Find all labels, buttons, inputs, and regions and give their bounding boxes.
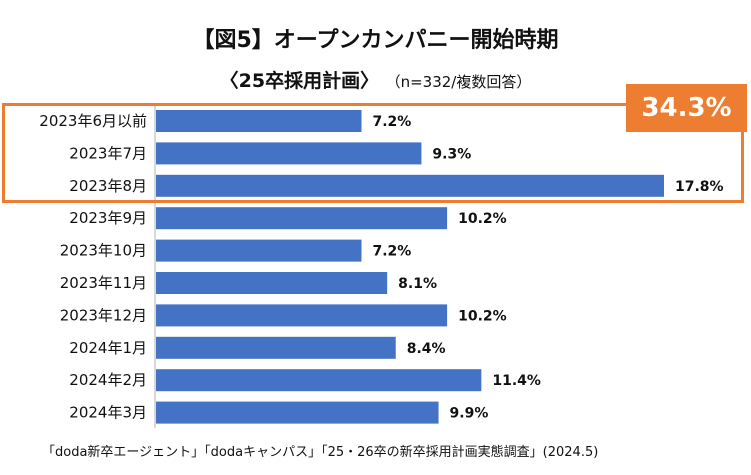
value-label: 7.2% — [372, 114, 411, 130]
value-label: 7.2% — [372, 244, 411, 260]
value-label: 17.8% — [675, 179, 724, 195]
category-label: 2023年11月 — [60, 274, 147, 292]
value-label: 10.2% — [458, 308, 507, 324]
bar — [156, 174, 664, 197]
value-label: 8.1% — [398, 276, 437, 292]
source-note: 「doda新卒エージェント」「dodaキャンパス」「25・26卒の新卒採用計画実… — [42, 445, 599, 460]
subtitle-note: （n=332/複数回答） — [393, 73, 532, 91]
category-label: 2023年6月以前 — [39, 112, 147, 130]
bar — [156, 336, 396, 359]
category-label: 2023年9月 — [69, 209, 147, 227]
subtitle-text: 〈25卒採用計画〉 — [219, 70, 380, 92]
value-label: 8.4% — [407, 341, 446, 357]
bar — [156, 239, 362, 262]
value-label: 9.9% — [450, 406, 489, 422]
bar — [156, 369, 482, 392]
chart-subtitle: 〈25卒採用計画〉 （n=332/複数回答） — [0, 66, 751, 93]
category-label: 2023年8月 — [69, 177, 147, 195]
highlight-badge: 34.3% — [626, 84, 747, 132]
highlight-box — [2, 103, 744, 203]
chart-title: 【図5】オープンカンパニー開始時期 — [192, 28, 559, 53]
value-label: 10.2% — [458, 211, 507, 227]
bar — [156, 272, 388, 294]
category-label: 2023年10月 — [60, 242, 147, 260]
bar — [156, 142, 422, 165]
category-label: 2023年12月 — [60, 306, 147, 324]
bar — [156, 401, 439, 424]
category-label: 2024年1月 — [69, 339, 147, 357]
category-label: 2024年2月 — [69, 371, 147, 389]
bar — [156, 207, 448, 230]
category-label: 2023年7月 — [69, 144, 147, 162]
bar — [156, 304, 448, 327]
value-label: 9.3% — [432, 146, 471, 162]
bar — [156, 110, 362, 132]
value-label: 11.4% — [492, 373, 541, 389]
category-label: 2024年3月 — [69, 404, 147, 422]
